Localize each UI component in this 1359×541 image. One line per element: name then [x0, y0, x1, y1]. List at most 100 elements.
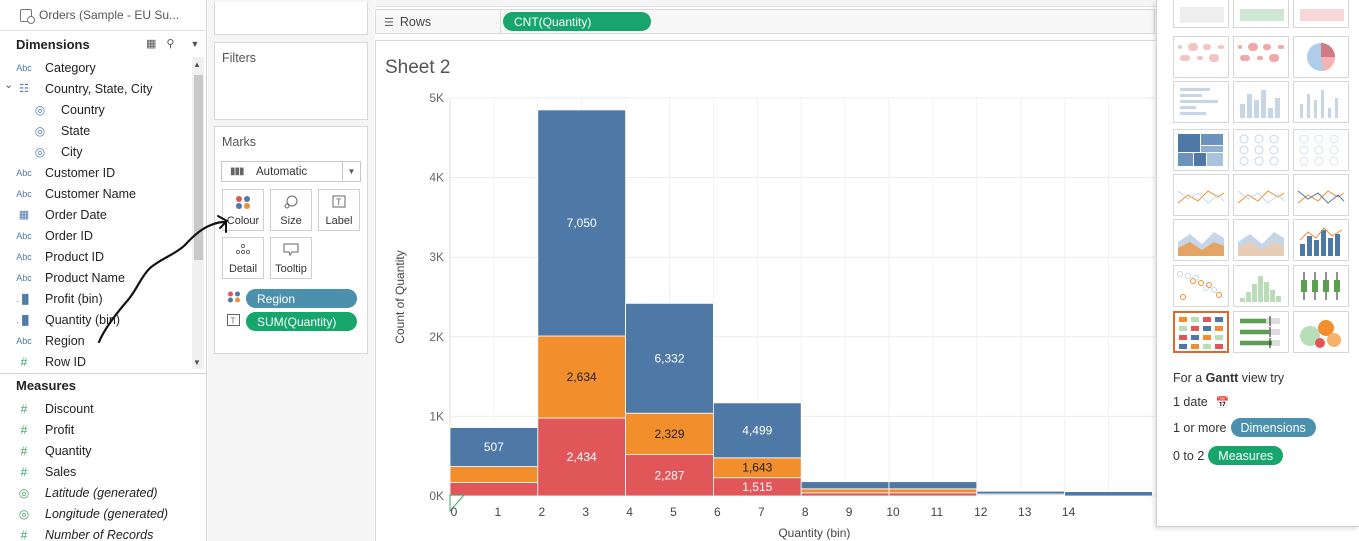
bar-segment[interactable] — [888, 488, 978, 494]
measure-field-longitude-generated[interactable]: ◎ Longitude (generated) — [12, 503, 202, 524]
dimension-field-customer-id[interactable]: Abc Customer ID — [12, 162, 202, 183]
bar-segment[interactable] — [800, 492, 890, 497]
measure-field-profit[interactable]: # Profit — [12, 419, 202, 440]
pages-card[interactable] — [214, 2, 368, 35]
label-button[interactable]: T Label — [318, 189, 360, 231]
showme-side-by-side-circles-thumbnail[interactable] — [1293, 129, 1349, 171]
colour-dots-icon — [227, 291, 241, 306]
bar-segment[interactable] — [537, 109, 627, 337]
search-icon[interactable]: ⚲ — [166, 38, 175, 50]
region-colour-pill[interactable]: Region — [246, 289, 357, 308]
chevron-down-icon[interactable]: ⌄ — [4, 79, 14, 91]
showme-highlight-table-thumbnail[interactable] — [1233, 0, 1289, 28]
showme-stacked-bars-thumbnail[interactable] — [1233, 81, 1289, 123]
measure-field-discount[interactable]: # Discount — [12, 398, 202, 419]
bar-segment[interactable] — [800, 481, 890, 490]
bar-segment[interactable] — [449, 482, 539, 497]
dimension-field-profit-bin[interactable]: .▐▌ Profit (bin) — [12, 288, 202, 309]
measure-field-quantity[interactable]: # Quantity — [12, 440, 202, 461]
view-list-icon[interactable]: ▦ — [146, 38, 157, 50]
showme-circle-views-thumbnail[interactable] — [1233, 129, 1289, 171]
bar-segment[interactable] — [449, 427, 539, 467]
showme-bullet-graph-thumbnail[interactable] — [1233, 311, 1289, 353]
scroll-up-icon[interactable]: ▲ — [193, 60, 201, 69]
showme-side-by-side-bars-thumbnail[interactable] — [1293, 81, 1349, 123]
measure-field-latitude-generated[interactable]: ◎ Latitude (generated) — [12, 482, 202, 503]
scrollbar-thumb[interactable] — [194, 75, 203, 260]
dimension-field-order-id[interactable]: Abc Order ID — [12, 225, 202, 246]
showme-packed-bubbles-thumbnail[interactable] — [1293, 311, 1349, 353]
showme-histogram-thumbnail[interactable] — [1233, 265, 1289, 307]
showme-lines-continuous-thumbnail[interactable] — [1173, 174, 1229, 216]
dimension-field-product-name[interactable]: Abc Product Name — [12, 267, 202, 288]
field-label: Order Date — [45, 207, 107, 222]
showme-scatter-plot-thumbnail[interactable] — [1173, 265, 1229, 307]
showme-dual-combination-thumbnail[interactable] — [1293, 219, 1349, 261]
marks-title: Marks — [222, 135, 257, 149]
measure-field-number-of-records[interactable]: # Number of Records — [12, 524, 202, 541]
symbol-map-icon — [1178, 43, 1224, 62]
showme-dual-lines-thumbnail[interactable] — [1293, 174, 1349, 216]
showme-horizontal-bars-thumbnail[interactable] — [1173, 81, 1229, 123]
showme-pie-chart-thumbnail[interactable] — [1293, 36, 1349, 78]
columns-shelf[interactable] — [375, 0, 1155, 7]
showme-gantt-chart-thumbnail[interactable] — [1173, 311, 1229, 353]
cnt-quantity-pill[interactable]: CNT(Quantity) — [503, 12, 651, 31]
dimension-field-state[interactable]: ◎ State — [28, 120, 218, 141]
dimension-field-order-date[interactable]: ▦ Order Date — [12, 204, 202, 225]
dimension-field-region[interactable]: Abc Region — [12, 330, 202, 351]
showme-area-continuous-thumbnail[interactable] — [1173, 219, 1229, 261]
mark-type-select[interactable]: ▮▮▮ Automatic ▼ — [221, 161, 361, 182]
dimension-field-product-id[interactable]: Abc Product ID — [12, 246, 202, 267]
y-tick-label: 2K — [429, 330, 444, 344]
bar-segment[interactable] — [800, 488, 890, 494]
size-button[interactable]: Size — [270, 189, 312, 231]
dimension-field-country-state-city[interactable]: ⌄ ☷ Country, State, City — [4, 78, 202, 99]
measures-pill: Measures — [1208, 446, 1284, 465]
bar-segment[interactable] — [625, 302, 714, 414]
rows-shelf[interactable]: ☰ Rows CNT(Quantity) — [375, 9, 1155, 34]
colour-button[interactable]: Colour — [222, 189, 264, 231]
dimension-field-row-id[interactable]: # Row ID — [12, 351, 202, 372]
bar-segment[interactable] — [625, 412, 714, 456]
datasource-row[interactable]: Orders (Sample - EU Su... — [0, 0, 207, 31]
bar-segment[interactable] — [449, 466, 539, 483]
bar-segment[interactable] — [537, 417, 627, 497]
dimension-field-quantity-bin[interactable]: .▐▌ Quantity (bin) — [12, 309, 202, 330]
dimension-field-category[interactable]: Abc Category — [12, 57, 202, 78]
bar-segment[interactable] — [976, 490, 1065, 495]
bar-segment[interactable] — [888, 481, 978, 490]
dimension-field-city[interactable]: ◎ City — [28, 141, 218, 162]
menu-dropdown-icon[interactable]: ▼ — [190, 38, 200, 49]
hint-chart-name: Gantt — [1205, 371, 1239, 385]
dimension-field-customer-name[interactable]: Abc Customer Name — [12, 183, 202, 204]
scroll-down-icon[interactable]: ▼ — [193, 358, 201, 367]
sum-quantity-label-pill[interactable]: SUM(Quantity) — [246, 312, 357, 331]
bar-segment[interactable] — [1064, 491, 1153, 497]
tooltip-button[interactable]: Tooltip — [270, 237, 312, 279]
filters-card[interactable]: Filters — [214, 42, 368, 120]
sheet-title: Sheet 2 — [385, 57, 451, 78]
dimension-field-country[interactable]: ◎ Country — [28, 99, 218, 120]
bar-segment[interactable] — [888, 492, 978, 497]
field-label: Region — [45, 333, 85, 348]
showme-box-whisker-thumbnail[interactable] — [1293, 265, 1349, 307]
bar-segment[interactable] — [712, 402, 802, 459]
detail-button[interactable]: Detail — [222, 237, 264, 279]
bar-segment[interactable] — [537, 335, 627, 419]
measure-field-sales[interactable]: # Sales — [12, 461, 202, 482]
showme-heat-map-thumbnail[interactable] — [1293, 0, 1349, 28]
bar-segment[interactable] — [625, 454, 714, 497]
histogram-chart[interactable]: 0K1K2K3K4K5K5072,4342,6347,0502,2872,329… — [375, 80, 1155, 541]
showme-area-discrete-thumbnail[interactable] — [1233, 219, 1289, 261]
field-label: Profit — [45, 422, 75, 437]
showme-text-table-thumbnail[interactable] — [1173, 0, 1229, 28]
x-tick-label: 3 — [582, 505, 589, 519]
showme-lines-discrete-thumbnail[interactable] — [1233, 174, 1289, 216]
showme-symbol-map-thumbnail[interactable] — [1173, 36, 1229, 78]
filled-map-icon — [1238, 43, 1284, 62]
showme-treemap-thumbnail[interactable] — [1173, 129, 1229, 171]
showme-filled-map-thumbnail[interactable] — [1233, 36, 1289, 78]
text-label-icon: T — [227, 314, 240, 329]
tooltip-icon — [271, 243, 311, 259]
